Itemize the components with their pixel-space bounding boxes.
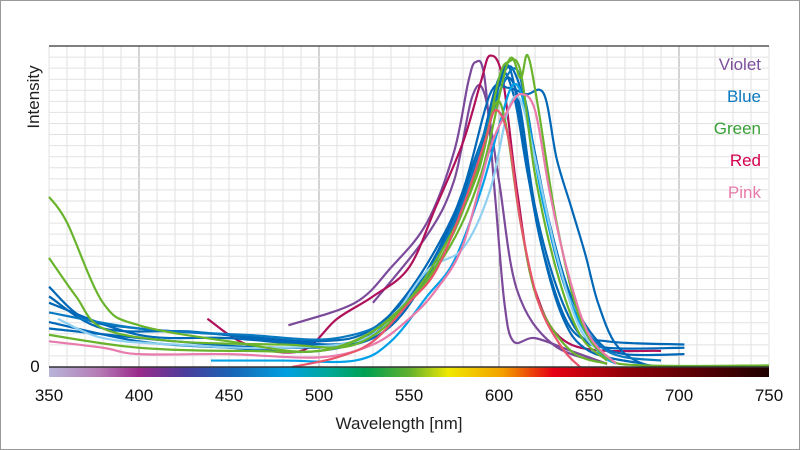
legend-blue: Blue — [727, 87, 761, 106]
legend-green: Green — [714, 119, 761, 138]
x-tick-650: 650 — [575, 386, 603, 405]
x-tick-700: 700 — [665, 386, 693, 405]
x-tick-450: 450 — [215, 386, 243, 405]
x-axis-label: Wavelength [nm] — [336, 414, 463, 433]
series-line-green-12 — [48, 58, 608, 362]
series-lines — [48, 53, 770, 369]
legend-red: Red — [730, 151, 761, 170]
spectrum-colorbar — [49, 367, 769, 377]
legend-pink: Pink — [728, 183, 762, 202]
series-line-violet-1 — [372, 84, 608, 365]
x-tick-400: 400 — [125, 386, 153, 405]
x-tick-labels: 350 400 450 500 550 600 650 700 750 — [35, 386, 783, 405]
x-tick-350: 350 — [35, 386, 63, 405]
series-line-violet-0 — [288, 59, 608, 365]
y-tick-0: 0 — [30, 357, 39, 376]
legend-violet: Violet — [719, 55, 761, 74]
legend: Violet Blue Green Red Pink — [714, 55, 762, 202]
x-tick-600: 600 — [485, 386, 513, 405]
x-tick-750: 750 — [755, 386, 783, 405]
x-tick-550: 550 — [395, 386, 423, 405]
y-axis-label: Intensity — [24, 65, 43, 129]
series-line-green-11 — [48, 53, 770, 368]
series-line-pink-14 — [48, 93, 617, 365]
x-tick-500: 500 — [305, 386, 333, 405]
series-line-red-2 — [206, 54, 662, 354]
series-line-blue-10 — [57, 95, 608, 359]
series-line-pink-15 — [291, 109, 581, 369]
